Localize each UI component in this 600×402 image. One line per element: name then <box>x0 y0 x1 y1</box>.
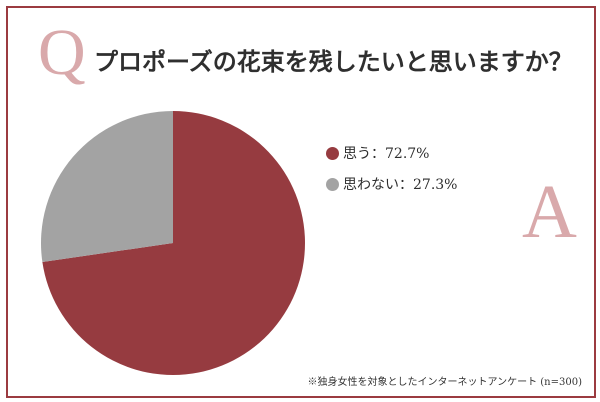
legend-item-no: 思わない：27.3% <box>326 173 457 195</box>
pie-chart <box>41 111 306 375</box>
pie-slice-yes <box>42 111 306 375</box>
legend-label-yes: 思う：72.7% <box>343 146 430 162</box>
question-title: プロポーズの花束を残したいと思いますか？ <box>94 47 573 76</box>
survey-footnote: ※独身女性を対象としたインターネットアンケート (n=300) <box>307 377 583 388</box>
legend: 思う：72.7% 思わない：27.3% <box>326 142 457 204</box>
question-mark-letter: Q <box>38 16 86 89</box>
chart-frame: Q プロポーズの花束を残したいと思いますか？ 思う：72.7% 思わない：27.… <box>6 6 596 398</box>
answer-mark-letter: A <box>522 170 577 254</box>
pie-slice-no <box>41 111 173 263</box>
legend-item-yes: 思う：72.7% <box>326 142 457 164</box>
legend-swatch-no <box>326 177 339 191</box>
legend-label-no: 思わない：27.3% <box>343 177 458 193</box>
legend-swatch-yes <box>326 146 339 160</box>
